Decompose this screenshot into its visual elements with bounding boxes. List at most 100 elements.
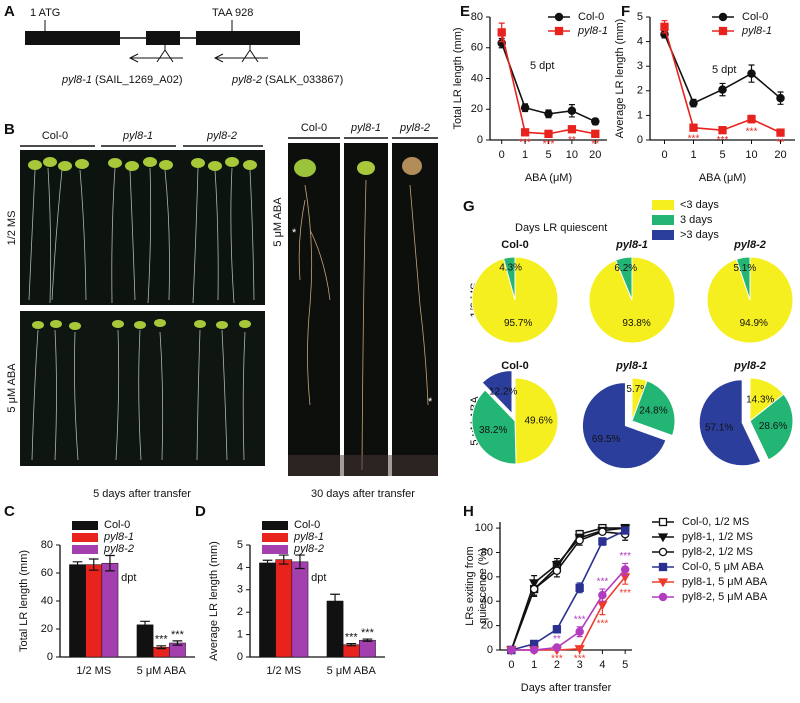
- legend-swatch: [72, 521, 98, 530]
- x-tick-label: 0: [508, 659, 514, 671]
- marker: [598, 527, 607, 537]
- seedling: [58, 161, 72, 171]
- x-tick-label: 1: [522, 149, 528, 161]
- y-tick-label: 0: [487, 644, 493, 656]
- seedling: [28, 160, 42, 170]
- genotype-header: Col-0: [42, 130, 68, 142]
- y-axis-label: Total LR length (mm): [452, 27, 464, 129]
- marker: [497, 28, 506, 37]
- agar-edge: [288, 455, 438, 476]
- pie-title: Col-0: [501, 239, 529, 251]
- x-tick-label: 5: [719, 149, 725, 161]
- pie-slice: [481, 370, 513, 415]
- x-axis-label: Days after transfer: [521, 682, 612, 694]
- marker: [520, 103, 530, 112]
- legend-marker: [658, 547, 668, 557]
- photo: [344, 143, 388, 476]
- x-tick-label: 5: [545, 149, 551, 161]
- legend-label: >3 days: [680, 229, 719, 241]
- insertion: [156, 45, 174, 63]
- x-axis-label: ABA (μM): [525, 172, 572, 184]
- panel-letter: F: [621, 3, 630, 20]
- significance-label: ***: [619, 551, 631, 562]
- significance-label: ***: [574, 654, 586, 665]
- significance-label: ***: [717, 135, 729, 146]
- marker: [620, 565, 630, 574]
- pie-title: Col-0: [501, 360, 529, 372]
- roots: [298, 179, 429, 471]
- caption: 30 days after transfer: [311, 488, 415, 500]
- genotype-header: pyl8-1: [122, 130, 153, 142]
- seedling: [108, 158, 122, 168]
- marker: [575, 627, 584, 636]
- pie-slice: [502, 256, 516, 301]
- x-tick-label: 1/2 MS: [266, 665, 301, 677]
- t-dna-arrow: [213, 53, 268, 63]
- slice-label: 24.8%: [639, 406, 667, 417]
- pie-title: pyl8-2: [733, 239, 766, 251]
- marker: [552, 566, 562, 576]
- legend-label: pyl8-2: [103, 543, 134, 555]
- legend-marker: [657, 533, 669, 543]
- legend-label: pyl8-1: [577, 25, 608, 37]
- significance-label: ***: [519, 137, 531, 148]
- marker: [507, 645, 516, 655]
- row-label: 5 μM ABA: [6, 363, 18, 413]
- marker: [598, 590, 607, 600]
- row-label: 5 μM ABA: [272, 197, 284, 247]
- photo: [392, 143, 438, 476]
- legend-label: pyl8-1, 1/2 MS: [682, 531, 753, 543]
- y-tick-label: 20: [471, 103, 483, 115]
- legend-marker: [657, 578, 669, 588]
- allele-line: (SALK_033867): [265, 74, 343, 86]
- panel-letter: C: [4, 503, 15, 520]
- pie-title: pyl8-1: [615, 360, 648, 372]
- marker: [591, 129, 600, 139]
- marker: [575, 536, 584, 545]
- x-tick-label: 10: [566, 149, 578, 161]
- bar: [326, 600, 344, 658]
- error-bar: [88, 558, 99, 571]
- y-tick-label: 40: [471, 72, 483, 84]
- legend-marker: [554, 26, 564, 36]
- y-tick-label: 0: [637, 134, 643, 146]
- legend-swatch: [652, 215, 674, 225]
- bar: [136, 624, 154, 658]
- bar: [259, 562, 276, 658]
- slice-label: 5.7%: [626, 384, 649, 395]
- error-bar: [105, 554, 115, 572]
- panel-letter: B: [4, 121, 15, 138]
- seedling: [294, 159, 316, 177]
- seedling: [154, 319, 166, 327]
- slice-label: 94.9%: [740, 318, 768, 329]
- x-tick-label: 10: [745, 149, 757, 161]
- y-tick-label: 4: [237, 561, 243, 573]
- row-label: 1/2 MS: [6, 211, 18, 246]
- seedling: [43, 157, 57, 167]
- y-tick-label: 3: [237, 584, 243, 596]
- legend-swatch: [652, 230, 674, 240]
- y-axis-label: Average LR length (mm): [208, 541, 220, 661]
- root-tip-mark: *: [428, 396, 433, 408]
- allele-name: pyl8-2: [231, 74, 262, 86]
- seedling: [243, 160, 257, 170]
- legend-marker: [658, 592, 668, 602]
- bar: [69, 564, 86, 658]
- legend-swatch: [652, 200, 674, 210]
- seedling: [402, 157, 422, 175]
- root: [361, 179, 367, 471]
- legend-label: <3 days: [680, 199, 719, 211]
- y-tick-label: 2: [237, 606, 243, 618]
- allele-label: pyl8-2 (SALK_033867): [231, 74, 343, 86]
- error-bar: [278, 554, 289, 565]
- bar: [359, 639, 376, 658]
- marker: [575, 583, 584, 592]
- slice-label: 57.1%: [705, 423, 733, 434]
- bar: [101, 562, 119, 658]
- seedling: [191, 158, 205, 168]
- x-tick-label: 0: [499, 149, 505, 161]
- x-tick-label: 20: [774, 149, 786, 161]
- x-tick-label: 2: [554, 659, 560, 671]
- seedling: [69, 322, 81, 330]
- seedling: [208, 161, 222, 171]
